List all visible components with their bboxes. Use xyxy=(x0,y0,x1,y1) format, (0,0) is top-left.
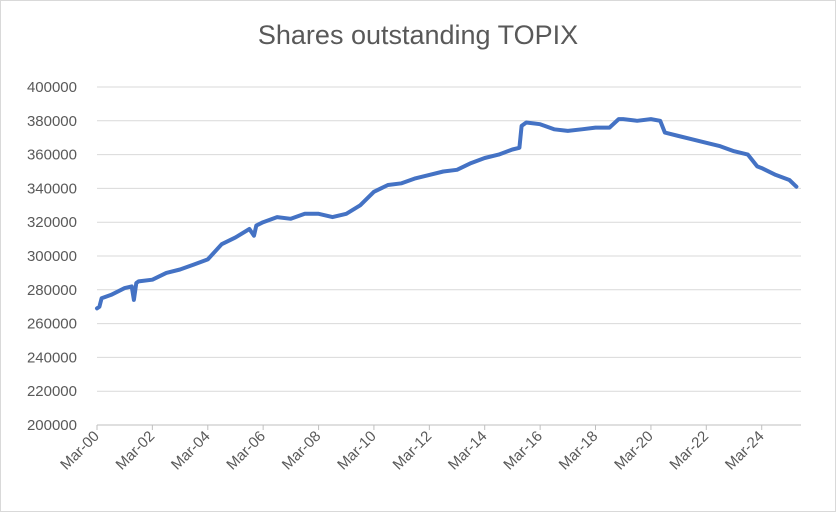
x-tick-label: Mar-22 xyxy=(666,428,712,474)
y-tick-label: 380000 xyxy=(27,113,77,130)
x-tick-label: Mar-14 xyxy=(445,428,491,474)
y-tick-label: 200000 xyxy=(27,417,77,434)
x-tick-label: Mar-04 xyxy=(168,428,214,474)
y-tick-label: 220000 xyxy=(27,383,77,400)
x-tick-label: Mar-06 xyxy=(223,428,269,474)
y-tick-label: 300000 xyxy=(27,248,77,265)
y-axis: 200000 220000 240000 260000 280000 300000 3200… xyxy=(27,79,77,434)
chart-title: Shares outstanding TOPIX xyxy=(257,20,579,50)
x-tick-label: Mar-24 xyxy=(722,428,768,474)
y-tick-label: 400000 xyxy=(27,79,77,96)
y-tick-label: 360000 xyxy=(27,147,77,164)
x-tick-label: Mar-10 xyxy=(334,428,380,474)
x-tick-label: Mar-18 xyxy=(556,428,602,474)
x-axis: Mar-00 Mar-02 Mar-04 Mar-06 Mar-08 Mar-10 Mar-… xyxy=(57,425,768,474)
x-tick-label: Mar-12 xyxy=(390,428,436,474)
x-tick-label: Mar-00 xyxy=(57,428,103,474)
y-tick-label: 240000 xyxy=(27,349,77,366)
series-group xyxy=(95,117,799,311)
x-tick-label: Mar-08 xyxy=(279,428,325,474)
series-line xyxy=(95,117,799,311)
y-tick-label: 340000 xyxy=(27,180,77,197)
x-tick-label: Mar-20 xyxy=(611,428,657,474)
y-tick-label: 280000 xyxy=(27,282,77,299)
y-tick-label: 320000 xyxy=(27,214,77,231)
x-tick-label: Mar-16 xyxy=(500,428,546,474)
y-tick-label: 260000 xyxy=(27,316,77,333)
gridlines xyxy=(97,86,801,426)
x-tick-label: Mar-02 xyxy=(113,428,159,474)
